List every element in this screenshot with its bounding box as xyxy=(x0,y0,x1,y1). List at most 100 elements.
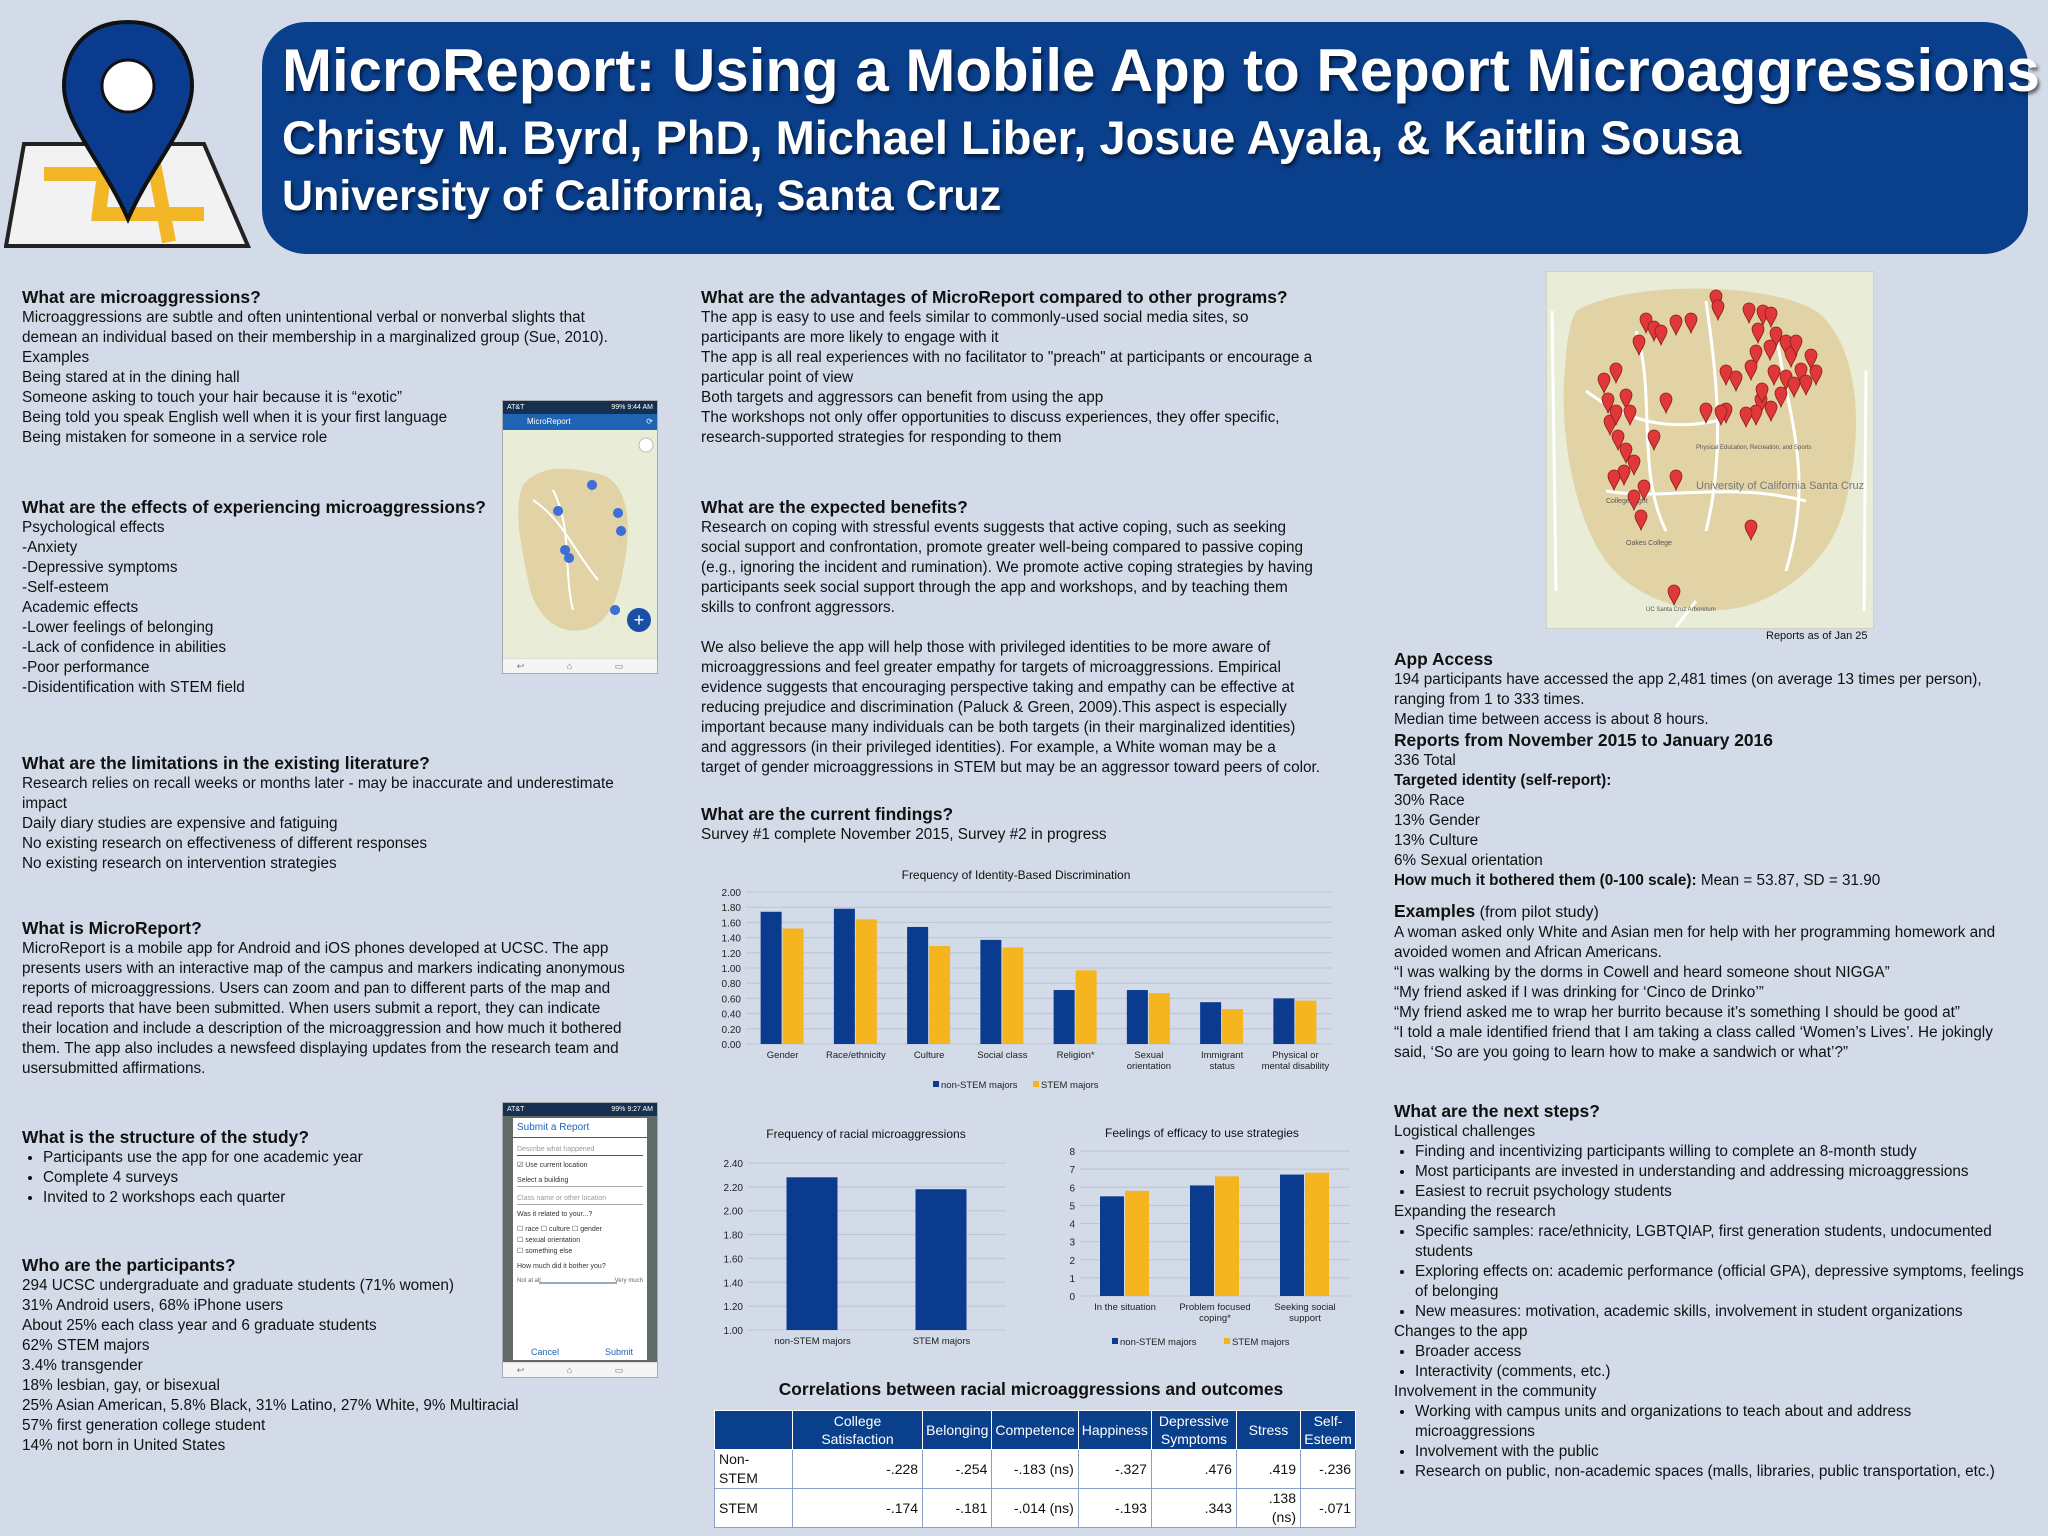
option-sexual-orientation[interactable]: sexual orientation xyxy=(525,1237,581,1244)
report-pin-icon xyxy=(1729,370,1743,393)
report-pin-icon xyxy=(1627,454,1641,477)
text-line: -Depressive symptoms xyxy=(22,559,178,576)
y-tick-label: 2.00 xyxy=(724,1207,744,1218)
map-label-oakes: Oakes College xyxy=(1626,540,1672,547)
report-marker[interactable] xyxy=(587,480,598,502)
text-line: Research relies on recall weeks or month… xyxy=(22,775,614,792)
cancel-button[interactable]: Cancel xyxy=(531,1347,560,1357)
locate-me-icon[interactable] xyxy=(638,437,654,453)
legend-label: non-STEM majors xyxy=(941,1080,1018,1091)
text-line: -Lower feelings of belonging xyxy=(22,619,214,636)
report-marker[interactable] xyxy=(564,553,575,575)
y-tick-label: 0.20 xyxy=(722,1025,742,1036)
report-marker[interactable] xyxy=(553,506,564,528)
option-race[interactable]: race xyxy=(525,1226,539,1233)
bar xyxy=(1280,1174,1304,1296)
android-nav-bar: ↩ ⌂ ▭ xyxy=(503,1362,657,1377)
text-line: 6% Sexual orientation xyxy=(1394,852,1543,869)
text-line: their location and include a description… xyxy=(22,1020,622,1037)
x-tick-label: support xyxy=(1289,1313,1321,1324)
x-tick-label: mental disability xyxy=(1262,1061,1330,1072)
y-tick-label: 4 xyxy=(1069,1220,1075,1231)
text-line: Involvement in the community xyxy=(1394,1383,1597,1400)
add-report-icon[interactable] xyxy=(627,608,651,632)
report-marker[interactable] xyxy=(610,605,621,627)
text-line: -Disidentification with STEM field xyxy=(22,679,245,696)
text-line: “I told a male identified friend that I … xyxy=(1394,1024,1993,1041)
bullet-item: Broader access xyxy=(1415,1342,2034,1362)
android-nav-bar: ↩ ⌂ ▭ xyxy=(503,658,657,673)
bullet-item: Involvement with the public xyxy=(1415,1442,2034,1462)
section-current-findings: What are the current findings? Survey #1… xyxy=(701,804,1381,845)
x-tick-label: coping* xyxy=(1199,1313,1231,1324)
column-header: Self-Esteem xyxy=(1300,1410,1356,1450)
report-pin-icon xyxy=(1619,388,1633,411)
report-pin-icon xyxy=(1787,376,1801,399)
y-tick-label: 1.20 xyxy=(722,949,742,960)
bar xyxy=(1305,1172,1329,1296)
chart-racial-microaggressions: Frequency of racial microaggressions 1.00… xyxy=(724,1127,1006,1347)
report-pin-icon xyxy=(1609,362,1623,385)
table-cell: -.254 xyxy=(922,1449,993,1489)
text-line: “My friend asked me to wrap her burrito … xyxy=(1394,1004,1960,1021)
correlations-title: Correlations between racial microaggress… xyxy=(778,1379,1284,1399)
option-gender[interactable]: gender xyxy=(580,1226,603,1233)
dialog-title: Submit a Report xyxy=(513,1118,647,1138)
option-something-else[interactable]: something else xyxy=(525,1248,573,1255)
column-header: Stress xyxy=(1235,1410,1302,1450)
report-pin-icon xyxy=(1601,392,1615,415)
bullet-item: New measures: motivation, academic skill… xyxy=(1415,1302,2034,1322)
map-caption: Reports as of Jan 25 xyxy=(1766,630,1868,642)
section-participants: Who are the participants? 294 UCSC under… xyxy=(22,1255,642,1456)
status-time: 99% 9:27 AM xyxy=(611,1106,653,1113)
bar xyxy=(915,1189,967,1330)
y-tick-label: 1.80 xyxy=(722,903,742,914)
text-line: “I was walking by the dorms in Cowell an… xyxy=(1394,964,1890,981)
report-marker[interactable] xyxy=(613,508,624,530)
bar xyxy=(1215,1176,1239,1296)
section-heading: What are the effects of experiencing mic… xyxy=(22,497,486,517)
location-input[interactable]: Class name or other location xyxy=(517,1193,643,1205)
section-heading: What is MicroReport? xyxy=(22,918,202,938)
map-label-ucsc: University of California Santa Cruz xyxy=(1696,480,1864,492)
campus-report-map: University of California Santa Cruz Coll… xyxy=(1546,271,1874,629)
submit-button[interactable]: Submit xyxy=(604,1347,633,1357)
text-line: A woman asked only White and Asian men f… xyxy=(1394,924,1996,941)
section-heading: What are the advantages of MicroReport c… xyxy=(701,287,1288,307)
bar xyxy=(855,919,877,1044)
checkbox-checked-icon[interactable]: ☑ xyxy=(517,1162,524,1169)
report-pin-icon xyxy=(1809,364,1823,387)
text-line: Research on coping with stressful events… xyxy=(701,519,1287,536)
building-select[interactable]: Select a building xyxy=(517,1175,643,1187)
table-cell: STEM xyxy=(714,1488,793,1528)
poster-authors: Christy M. Byrd, PhD, Michael Liber, Jos… xyxy=(282,111,1742,164)
y-tick-label: 7 xyxy=(1069,1165,1075,1176)
bar xyxy=(1053,990,1075,1044)
bullet-item: Participants use the app for one academi… xyxy=(43,1148,492,1168)
report-pin-icon xyxy=(1609,404,1623,427)
table-row: STEM -.174 -.181 -.014 (ns) -.193 .343 .… xyxy=(714,1488,1356,1528)
report-marker[interactable] xyxy=(616,526,627,548)
describe-input[interactable]: Describe what happened xyxy=(517,1144,643,1156)
text-line: ranging from 1 to 333 times. xyxy=(1394,691,1585,708)
text-line: important because many individuals can b… xyxy=(701,719,1296,736)
text-line: About 25% each class year and 6 graduate… xyxy=(22,1317,377,1334)
report-marker[interactable] xyxy=(560,545,571,567)
map-label-arboretum: UC Santa Cruz Arboretum xyxy=(1646,607,1716,613)
table-cell: -.193 xyxy=(1077,1488,1152,1528)
text-line: -Self-esteem xyxy=(22,579,109,596)
table-cell: .138 (ns) xyxy=(1235,1488,1302,1528)
chart-title: Frequency of racial microaggressions xyxy=(766,1127,965,1141)
y-tick-label: 1.40 xyxy=(724,1278,744,1289)
option-culture[interactable]: culture xyxy=(549,1226,571,1233)
bother-slider[interactable] xyxy=(539,1282,617,1284)
y-tick-label: 1.60 xyxy=(724,1254,744,1265)
bar xyxy=(1125,1190,1149,1296)
x-tick-label: orientation xyxy=(1127,1061,1171,1072)
x-tick-label: non-STEM majors xyxy=(774,1336,851,1347)
chart-title: Frequency of Identity-Based Discriminati… xyxy=(902,868,1131,882)
report-pin-icon xyxy=(1669,314,1683,337)
text-line: 57% first generation college student xyxy=(22,1417,266,1434)
table-cell: -.327 xyxy=(1077,1449,1152,1489)
text-line: No existing research on effectiveness of… xyxy=(22,835,428,852)
